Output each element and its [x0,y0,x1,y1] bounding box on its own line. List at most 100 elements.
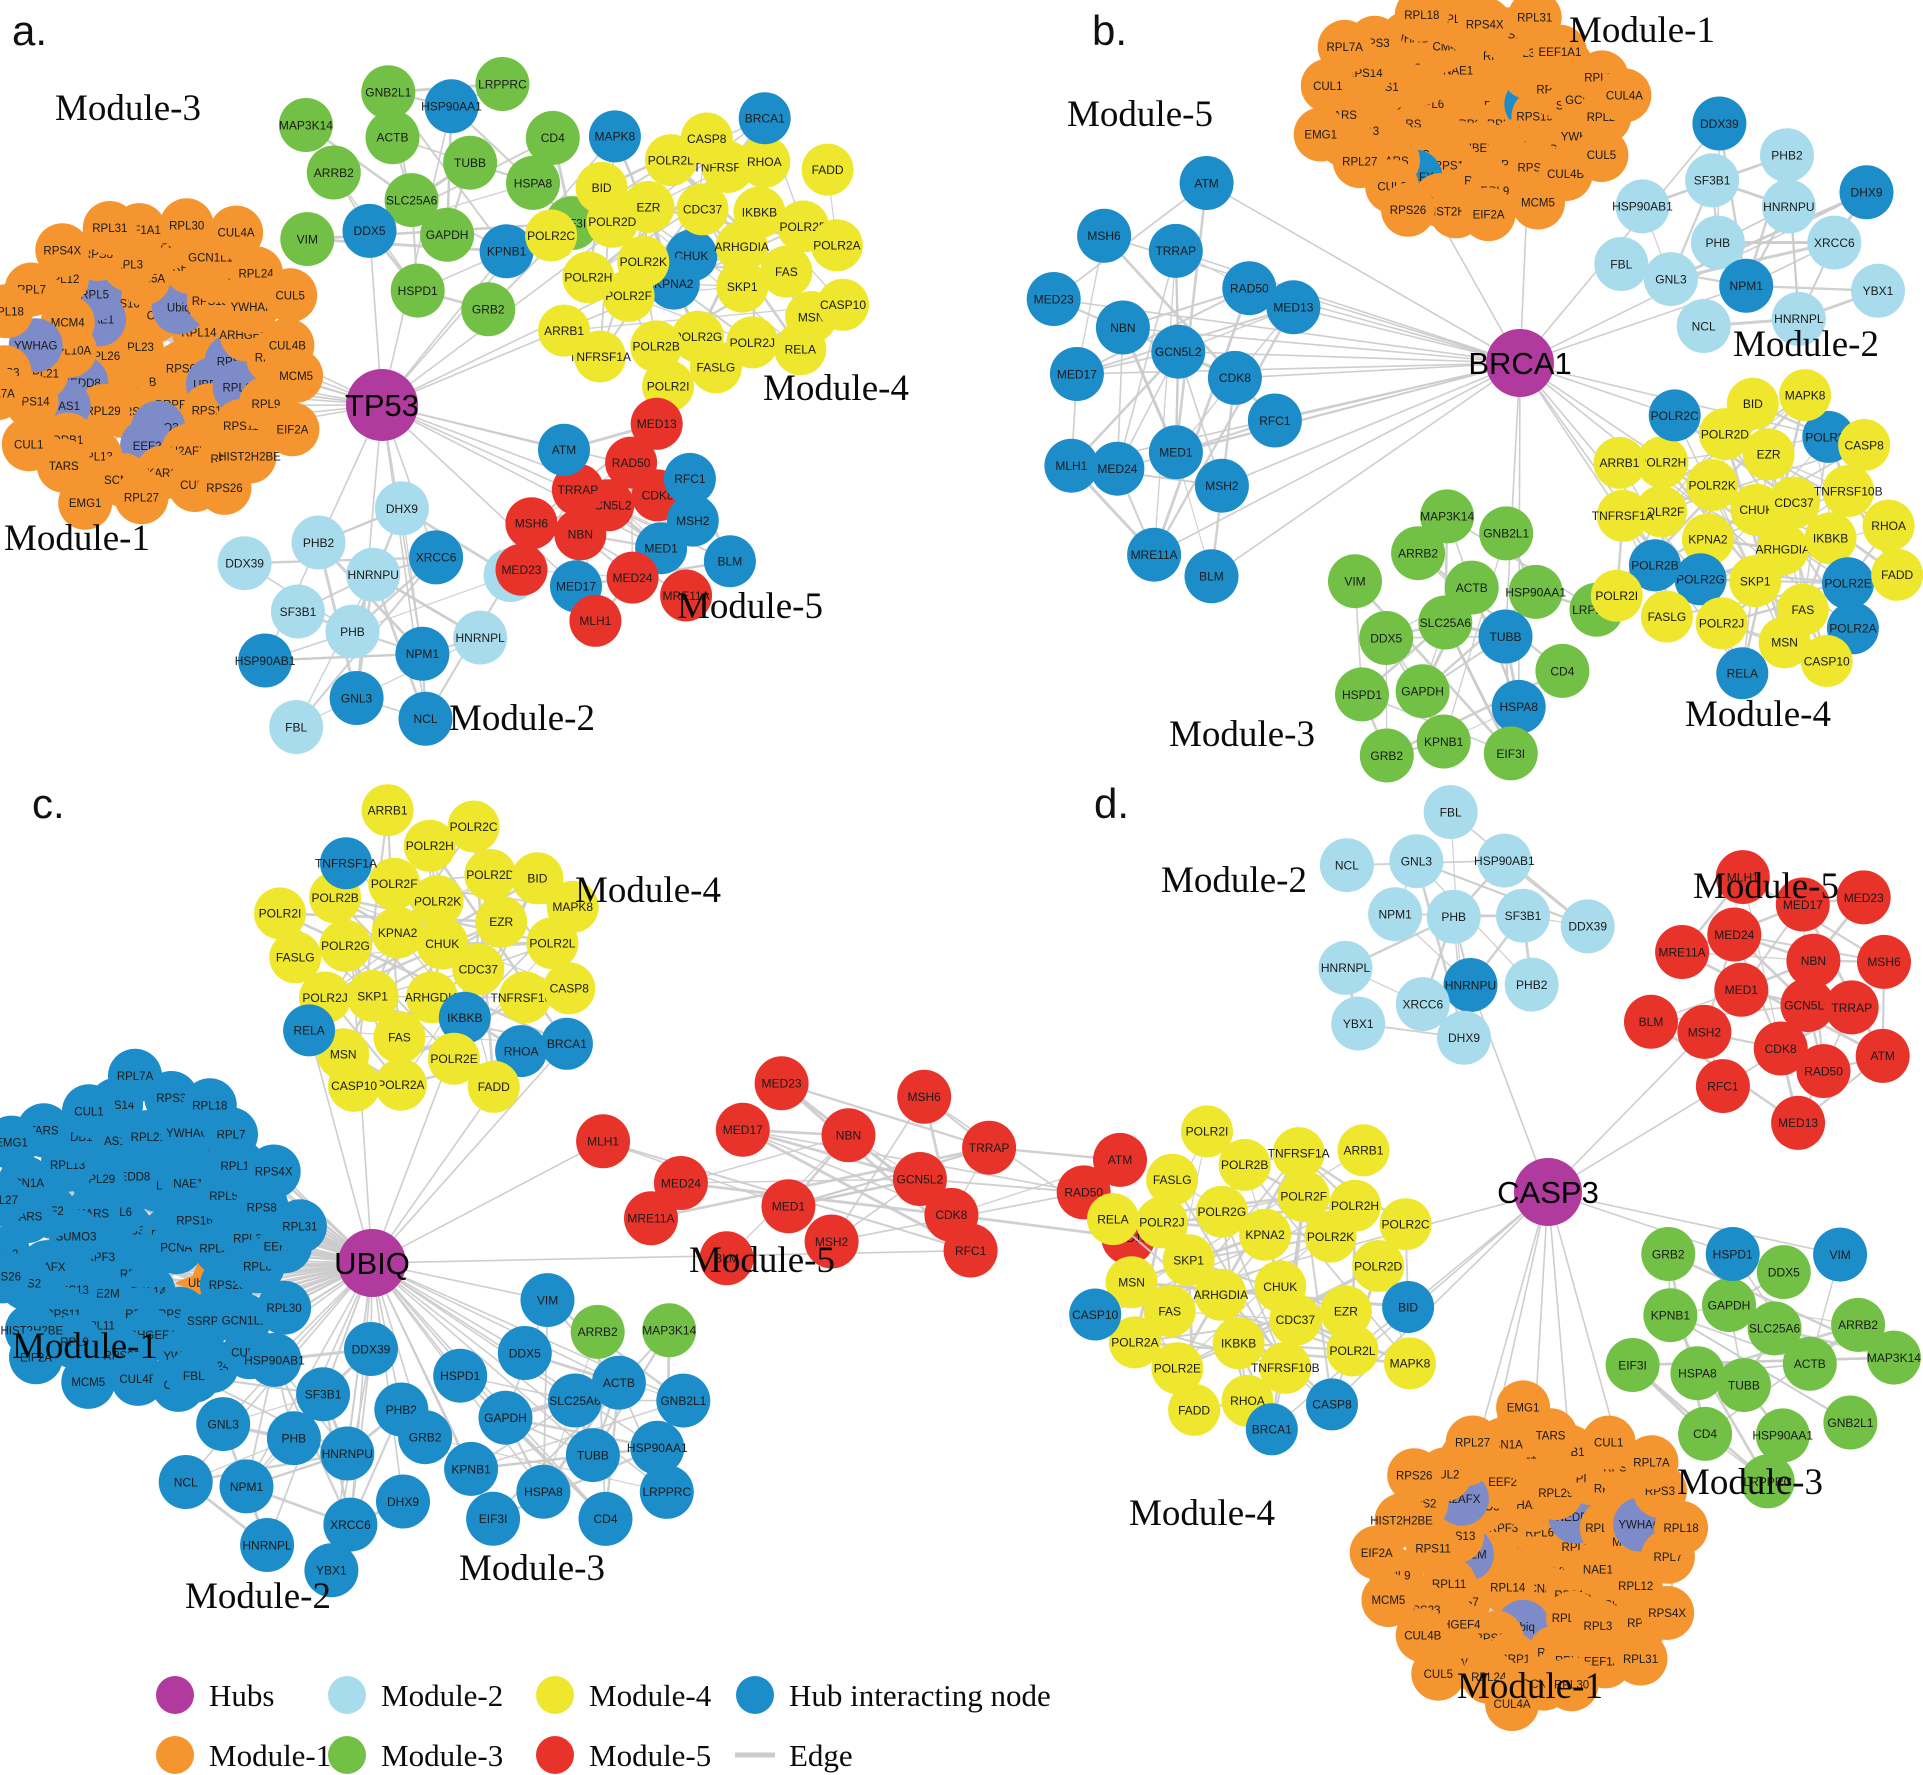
node-label-MSH2: MSH2 [676,514,710,528]
node-label-POLR2A: POLR2A [813,239,860,253]
node-label-SUMO3: SUMO3 [56,1232,97,1244]
node-label-CUL4A: CUL4A [1606,91,1643,103]
hub-edge [381,106,453,406]
node-label-TNFRSF10B: TNFRSF10B [1814,484,1883,498]
hub-label-casp3: CASP3 [1497,1175,1599,1210]
node-POLR2L [1326,1324,1379,1377]
node-label-MSN: MSN [798,310,825,324]
node-label-MLH1: MLH1 [579,614,611,628]
node-GNB2L1 [361,65,416,120]
node-DDX39 [1692,96,1747,151]
node-label-CHUK: CHUK [425,937,459,951]
node-XRCC6 [1395,977,1450,1032]
node-HNRNPU [1761,179,1816,234]
node-label-HIST2H2BE: HIST2H2BE [218,452,281,464]
node-TNFRSF1A [574,330,626,383]
node-label-DDX39: DDX39 [1700,117,1739,131]
node-label-EIF2A: EIF2A [1473,209,1505,221]
node-HSP90AB1 [1615,179,1670,234]
node-XRCC6 [1807,215,1862,270]
node-BRCA1 [540,1017,593,1070]
node-DHX9 [1839,165,1894,220]
node-label-MSH2: MSH2 [1205,479,1239,493]
node-label-DDX39: DDX39 [352,1342,391,1356]
node-label-CD4: CD4 [541,131,565,145]
node-label-RPS4X: RPS4X [43,245,81,257]
module-module3-d: SLC25A6 TUBB GAPDH ACTB HSPA8 DDX5 HSP90AA1 KPN… [1605,1227,1921,1509]
node-label-GAPDH: GAPDH [484,1411,527,1425]
node-label-RPL30: RPL30 [1554,1679,1589,1691]
node-label-MRE11A: MRE11A [627,1212,674,1226]
node-RPS26 [197,460,252,515]
node-HSPD1 [390,263,445,318]
hub-edge [1206,182,1521,364]
hub-node-tp53 [346,369,418,441]
node-label-IKBKB: IKBKB [447,1011,482,1025]
node-label-HIST2H2BE: HIST2H2BE [1370,1515,1433,1527]
node-label-SSRP1: SSRP1 [187,1316,225,1328]
node-DDX5 [1359,611,1414,665]
node-KPNB1 [1643,1288,1698,1343]
node-CUL5 [1574,128,1629,183]
node-label-GRB2: GRB2 [1370,749,1403,763]
node-SF3B1 [270,584,325,639]
module-caption-module5-d: Module-5 [1693,866,1839,907]
node-label-TUBB: TUBB [1489,630,1521,644]
panel-a-nodes: SF3B3RPL23RPS6RPL6PCNAPRPF3RPL26RPL14HAR… [0,57,869,754]
node-GRB2 [1359,728,1414,783]
hub-edge [1547,1031,1705,1193]
node-TRRAP [1148,223,1203,278]
module-module1-b: SF3B3RPL23RPS6RPL6PCNAPRPF3RPL26RPL14HAR… [1293,0,1652,242]
node-label-POLR2G: POLR2G [1198,1205,1247,1219]
node-FBL [269,700,324,754]
hub-edge [1234,362,1521,379]
legend-swatch-hub_interacting [736,1676,774,1714]
node-label-TRRAP: TRRAP [969,1141,1010,1155]
node-label-MRE11A: MRE11A [1131,548,1178,562]
node-label-MAPK8: MAPK8 [1390,1357,1431,1371]
node-label-HSPD1: HSPD1 [1342,688,1382,702]
node-MLH1 [1044,438,1099,493]
node-label-YWHAG: YWHAG [14,340,58,352]
node-KPNB1 [1416,714,1471,769]
node-CASP10 [1069,1288,1122,1341]
node-label-MED23: MED23 [501,563,541,577]
node-POLR2F [1635,485,1688,538]
node-RPL7A [1317,19,1372,74]
node-label-HSPD1: HSPD1 [398,284,438,298]
node-SKP1 [716,260,769,313]
node-label-RFC1: RFC1 [1707,1079,1739,1093]
node-RPL30 [257,1280,312,1335]
node-HNRNPU [1443,958,1498,1012]
node-label-FADD: FADD [478,1080,510,1094]
node-SF3B1 [1685,153,1740,208]
node-CDC37 [676,183,729,236]
node-GNL3 [196,1397,251,1452]
edge [244,556,437,565]
node-label-CDK8: CDK8 [642,489,674,503]
node-GCN5L2 [892,1152,947,1206]
node-NPM1 [1719,258,1774,313]
node-ARRB1 [1337,1124,1390,1177]
hub-brca1: BRCA1 [1468,329,1572,397]
node-CUL1 [1,417,56,472]
node-label-POLR2E: POLR2E [780,220,827,234]
node-MSH6 [1857,934,1911,989]
node-label-BID: BID [527,872,547,886]
node-EMG1 [1293,107,1348,162]
node-POLR2A [810,219,863,272]
node-FASLG [1640,590,1693,643]
node-label-CASP8: CASP8 [550,982,590,996]
node-label-FASLG: FASLG [1153,1173,1192,1187]
node-label-BLM: BLM [718,554,743,568]
node-MLH1 [569,594,622,647]
node-MED13 [630,397,683,450]
node-label-GCN5L2: GCN5L2 [897,1172,944,1186]
node-label-RELA: RELA [293,1024,324,1038]
module-module3-a: SLC25A6 TUBB GAPDH ACTB HSPA8 DDX5 HSP90AA1 KPN… [278,57,599,337]
node-ACTB [591,1355,646,1410]
node-HNRNPL [453,610,508,665]
node-MED1 [1148,425,1203,480]
node-label-TNFRSF1A: TNFRSF1A [315,856,377,870]
